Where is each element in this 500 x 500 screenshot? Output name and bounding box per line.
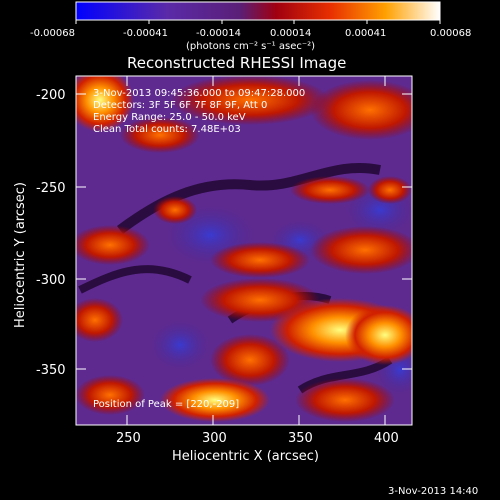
colorbar-tick-label: 0.00014 — [270, 28, 311, 39]
y-tick-label: -300 — [36, 273, 66, 288]
plot-title: Reconstructed RHESSI Image — [127, 54, 346, 72]
y-tick-label: -250 — [36, 181, 66, 196]
colorbar-units: (photons cm⁻² s⁻¹ asec⁻²) — [186, 41, 315, 52]
annotation-detectors: Detectors: 3F 5F 6F 7F 8F 9F, Att 0 — [93, 100, 267, 111]
y-tick-label: -350 — [36, 363, 66, 378]
y-tick-label: -200 — [36, 88, 66, 103]
colorbar-tick-label: 0.00041 — [345, 28, 386, 39]
x-tick-label: 400 — [374, 431, 399, 446]
x-tick-label: 300 — [202, 431, 227, 446]
x-tick-label: 250 — [116, 431, 141, 446]
heatmap-image — [76, 76, 412, 425]
plot-frame — [75, 75, 413, 426]
footer-timestamp: 3-Nov-2013 14:40 — [388, 486, 478, 497]
x-tick-label: 350 — [288, 431, 313, 446]
colorbar-tick-label: 0.00068 — [430, 28, 471, 39]
colorbar-tick-label: -0.00014 — [196, 28, 241, 39]
y-axis-ticks — [76, 93, 412, 370]
y-axis-label: Heliocentric Y (arcsec) — [13, 182, 28, 328]
colorbar-ticks — [75, 20, 441, 24]
colorbar — [75, 1, 441, 21]
colorbar-tick-label: -0.00068 — [30, 28, 75, 39]
peak-position-label: Position of Peak = [220,-209] — [93, 399, 239, 410]
x-axis-ticks — [126, 76, 386, 425]
annotation-energy-range: Energy Range: 25.0 - 50.0 keV — [93, 112, 246, 123]
colorbar-tick-label: -0.00041 — [123, 28, 168, 39]
x-axis-label: Heliocentric X (arcsec) — [172, 449, 319, 464]
annotation-time-range: 3-Nov-2013 09:45:36.000 to 09:47:28.000 — [93, 88, 305, 99]
annotation-clean-counts: Clean Total counts: 7.48E+03 — [93, 124, 241, 135]
